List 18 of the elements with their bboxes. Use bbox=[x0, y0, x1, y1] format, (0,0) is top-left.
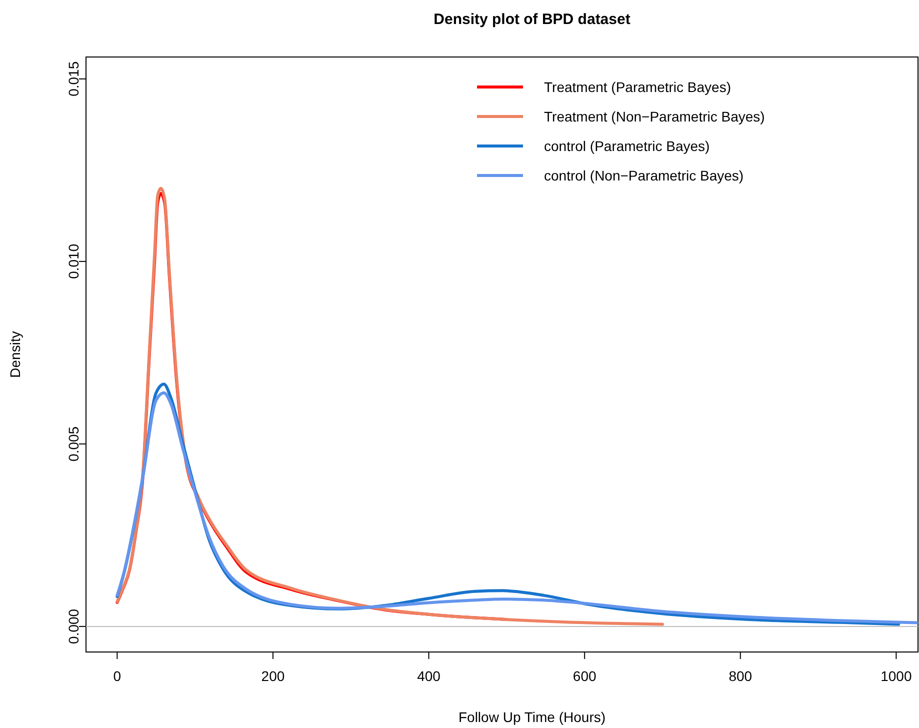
line-series bbox=[116, 186, 664, 626]
y-tick-label: 0.000 bbox=[65, 608, 82, 644]
legend-label: control (Non−Parametric Bayes) bbox=[544, 167, 744, 184]
y-tick-label: 0.015 bbox=[65, 61, 82, 96]
chart-title: Density plot of BPD dataset bbox=[434, 11, 630, 28]
legend-label: Treatment (Parametric Bayes) bbox=[544, 78, 731, 95]
y-axis-title: Density bbox=[7, 331, 23, 378]
x-axis-title: Follow Up Time (Hours) bbox=[458, 709, 606, 725]
x-tick-label: 600 bbox=[572, 668, 596, 684]
x-tick-label: 1000 bbox=[880, 668, 912, 684]
legend-label: control (Parametric Bayes) bbox=[544, 138, 710, 154]
x-tick-label: 0 bbox=[113, 668, 122, 684]
y-tick-label: 0.005 bbox=[65, 426, 82, 462]
legend-label: Treatment (Non−Parametric Bayes) bbox=[544, 108, 765, 124]
y-tick-label: 0.010 bbox=[65, 244, 82, 279]
x-tick-label: 400 bbox=[417, 668, 441, 684]
x-tick-label: 800 bbox=[728, 668, 752, 684]
x-tick-label: 200 bbox=[261, 668, 285, 684]
